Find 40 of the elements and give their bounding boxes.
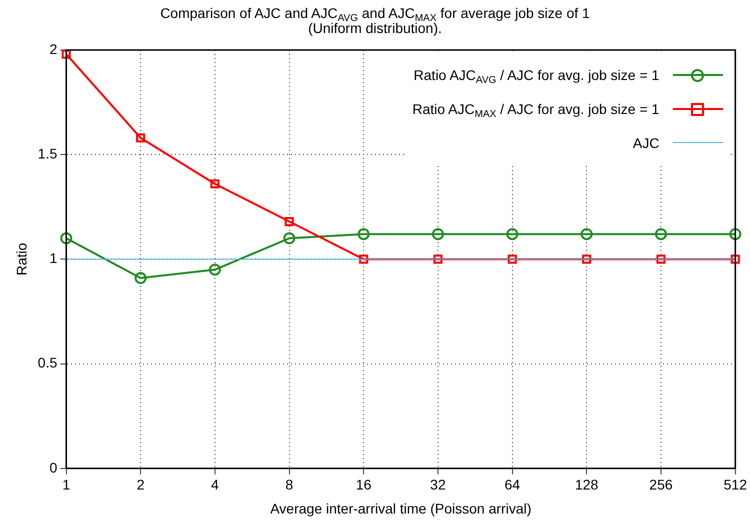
point: [283, 232, 296, 244]
point: [210, 179, 220, 188]
point: [729, 228, 742, 240]
point: [284, 217, 294, 226]
point: [358, 228, 370, 240]
x-tick-label: 1: [62, 476, 70, 493]
x-tick-label: 64: [504, 476, 520, 493]
x-tick-label: 8: [285, 476, 294, 493]
x-tick-label: 16: [356, 476, 372, 493]
legend-label: AJC: [632, 135, 660, 151]
point: [656, 254, 666, 264]
x-tick-label: 128: [574, 476, 599, 493]
point: [62, 50, 71, 59]
point: [432, 228, 444, 240]
point: [654, 228, 667, 240]
point: [506, 228, 518, 240]
y-tick-label: 0.5: [38, 354, 58, 371]
point: [359, 254, 368, 264]
x-tick-label: 4: [211, 476, 220, 493]
legend-label: Ratio AJC$_{AVG}$ / AJC for avg. job size = 1: [414, 67, 660, 86]
point: [60, 232, 72, 244]
x-tick-label: 512: [724, 476, 748, 493]
point: [580, 228, 593, 240]
point: [433, 254, 442, 264]
y-tick-label: 2: [49, 40, 58, 57]
x-tick-label: 32: [430, 476, 446, 493]
point: [582, 254, 592, 264]
point: [134, 272, 147, 284]
y-tick-label: 1.5: [38, 145, 58, 162]
point: [508, 254, 517, 264]
point: [730, 254, 740, 264]
x-axis-title: Average inter-arrival time (Poisson arrival): [270, 500, 532, 516]
x-tick-label: 2: [136, 476, 145, 493]
legend-label: Ratio AJC$_{MAX}$ / AJC for avg. job size = 1: [412, 101, 660, 120]
x-tick-label: 256: [649, 476, 673, 493]
y-tick-label: 0: [49, 459, 58, 476]
y-axis-title: Ratio: [13, 242, 30, 276]
point: [136, 133, 146, 142]
point: [208, 264, 221, 276]
y-tick-label: 1: [49, 250, 58, 266]
